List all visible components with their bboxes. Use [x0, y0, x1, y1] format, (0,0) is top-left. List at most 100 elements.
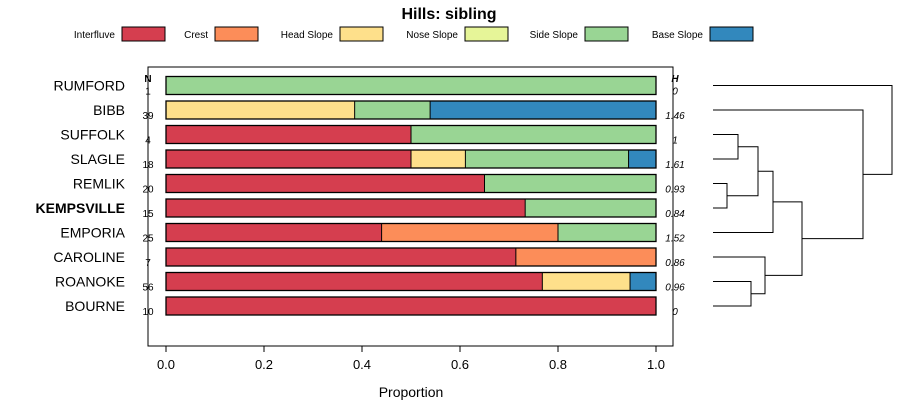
row-n-value: 10: [142, 307, 154, 318]
bar-outline: [165, 296, 657, 316]
bar-segment: [166, 199, 526, 217]
bar-outline: [165, 149, 657, 169]
row-label: KEMPSVILLE: [36, 200, 125, 216]
row-h-value: 1.46: [665, 111, 685, 122]
bar-row: EMPORIA 25 1.52: [60, 222, 685, 245]
dendrogram-link: [713, 85, 893, 175]
bar-segment: [558, 223, 656, 242]
x-tick-label: 1.0: [647, 357, 665, 372]
row-n-value: 4: [145, 136, 151, 147]
row-n-value: 1: [145, 87, 151, 98]
x-tick-label: 0.2: [255, 357, 273, 372]
legend: Interfluve Crest Head Slope Nose Slope Side …: [74, 26, 754, 42]
dendrogram-link: [713, 109, 864, 240]
bar-row: SLAGLE 18 1.61: [71, 149, 685, 171]
dendrogram-link: [713, 256, 766, 295]
row-h-value: 1: [672, 136, 678, 147]
bar-segment: [166, 248, 516, 266]
bar-outline: [165, 100, 657, 120]
row-label: CAROLINE: [53, 249, 125, 265]
chart-title: Hills: sibling: [401, 6, 496, 23]
row-n-value: 25: [142, 234, 154, 245]
bar-segment: [166, 174, 485, 193]
dendrogram-link: [727, 146, 759, 197]
row-label: BOURNE: [65, 298, 125, 314]
row-label: ROANOKE: [55, 274, 125, 290]
bar-outline: [165, 222, 657, 243]
row-label: SUFFOLK: [60, 127, 125, 143]
bar-segment: [381, 223, 558, 242]
legend-label: Base Slope: [652, 30, 704, 41]
bar-outline: [165, 124, 657, 145]
row-label: RUMFORD: [53, 78, 125, 94]
dendrogram-link: [713, 170, 774, 233]
bar-row: REMLIK 20 0.93: [73, 173, 685, 196]
bar-segment: [411, 125, 656, 144]
x-tick-label: 0.4: [353, 357, 371, 372]
legend-label: Crest: [184, 30, 208, 41]
row-label: EMPORIA: [60, 225, 125, 241]
x-tick-label: 0.6: [451, 357, 469, 372]
row-n-value: 18: [142, 160, 154, 171]
bar-segment: [166, 297, 656, 315]
bar-segment: [628, 150, 656, 168]
legend-swatch: [584, 26, 629, 42]
x-tick-label: 0.8: [549, 357, 567, 372]
bar-row: RUMFORD 1 0: [53, 75, 678, 98]
legend-swatch: [464, 26, 509, 42]
row-n-value: 7: [145, 258, 151, 269]
h-column-header: H: [671, 74, 679, 85]
bar-segment: [166, 101, 355, 119]
row-label: SLAGLE: [71, 151, 125, 167]
dendrogram-link: [765, 201, 803, 276]
dendrogram-link: [713, 134, 739, 160]
bar-row: ROANOKE 56 0.96: [55, 271, 685, 294]
bar-segment: [166, 125, 411, 144]
dendrogram-link: [713, 281, 752, 307]
row-label: REMLIK: [73, 176, 126, 192]
plot-frame: [147, 66, 674, 347]
legend-label: Nose Slope: [406, 30, 458, 41]
bar-segment: [166, 76, 656, 95]
row-n-value: 20: [142, 185, 154, 196]
row-h-value: 1.52: [665, 234, 685, 245]
legend-label: Interfluve: [74, 30, 116, 41]
bar-segment: [484, 174, 656, 193]
bar-outline: [165, 75, 657, 96]
row-n-value: 56: [142, 283, 154, 294]
bar-segment: [166, 272, 543, 291]
dendrogram-link: [713, 183, 728, 209]
row-h-value: 0: [672, 307, 678, 318]
legend-label: Side Slope: [530, 30, 579, 41]
legend-swatch: [121, 26, 166, 42]
bar-segment: [166, 223, 382, 242]
x-axis: 0.0 0.2 0.4 0.6 0.8 1.0: [157, 346, 665, 372]
legend-swatch: [709, 26, 754, 42]
bar-segment: [525, 199, 656, 217]
row-h-value: 0.93: [665, 185, 685, 196]
row-n-value: 15: [142, 209, 154, 220]
row-h-value: 0: [672, 87, 678, 98]
bar-outline: [165, 247, 657, 267]
bar-segment: [465, 150, 629, 168]
bar-segment: [411, 150, 466, 168]
bar-row: BIBB 39 1.46: [93, 100, 685, 122]
row-h-value: 1.61: [665, 160, 684, 171]
legend-swatch: [214, 26, 259, 42]
bar-outline: [165, 198, 657, 218]
dendrogram: [713, 85, 893, 307]
row-label: BIBB: [93, 102, 125, 118]
row-h-value: 0.96: [665, 283, 685, 294]
bar-row: BOURNE 10 0: [65, 296, 678, 318]
row-h-value: 0.86: [665, 258, 685, 269]
bar-segment: [166, 150, 411, 168]
row-h-value: 0.84: [665, 209, 685, 220]
legend-label: Head Slope: [281, 30, 334, 41]
bar-segment: [354, 101, 431, 119]
bar-segment: [630, 272, 656, 291]
x-tick-label: 0.0: [157, 357, 175, 372]
bar-row: CAROLINE 7 0.86: [53, 247, 685, 269]
